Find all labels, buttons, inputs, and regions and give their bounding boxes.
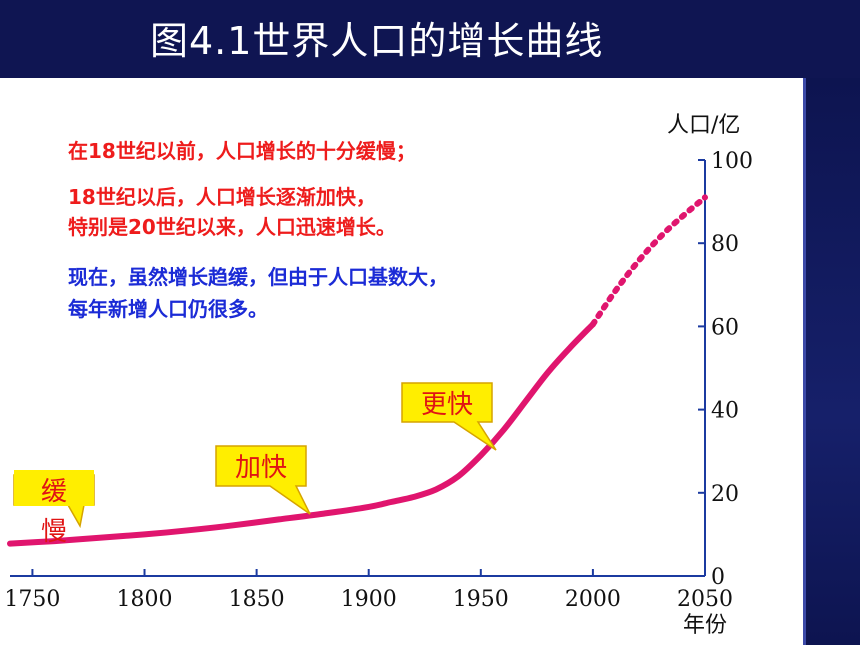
callout-slow-label-2: 慢	[41, 517, 67, 547]
decorative-strip	[803, 78, 860, 645]
x-axis-title: 年份	[683, 613, 727, 638]
callout-even-faster: 更快	[401, 382, 497, 451]
x-tick-label: 1750	[4, 587, 60, 612]
note-line-1: 在18世纪以前，人口增长的十分缓慢；	[68, 139, 416, 163]
note-line-3: 特别是20世纪以来，人口迅速增长。	[68, 215, 396, 239]
callout-faster: 加快	[215, 445, 311, 515]
population-projection-line	[589, 194, 708, 328]
x-tick-label: 1900	[341, 587, 397, 612]
curves	[7, 194, 708, 547]
y-tick-label: 80	[711, 232, 739, 257]
y-axis-title: 人口/亿	[667, 113, 740, 138]
callout-even-faster-label: 更快	[421, 390, 473, 420]
callout-faster-label: 加快	[235, 453, 287, 483]
title-bar: 图4.1世界人口的增长曲线	[0, 0, 860, 78]
y-tick-label: 20	[711, 482, 739, 507]
chart-panel	[0, 78, 803, 645]
population-history-line	[7, 321, 596, 547]
note-line-2: 18世纪以后，人口增长逐渐加快，	[68, 185, 376, 209]
x-tick-label: 2000	[565, 587, 621, 612]
y-tick-label: 0	[711, 565, 725, 590]
x-tick-label: 1800	[117, 587, 173, 612]
note-line-5: 每年新增人口仍很多。	[68, 297, 268, 321]
y-tick-label: 100	[711, 149, 753, 174]
y-tick-label: 60	[711, 315, 739, 340]
y-tick-label: 40	[711, 399, 739, 424]
callout-slow-label-1: 缓	[41, 477, 67, 507]
x-tick-label: 1850	[229, 587, 285, 612]
slide-title: 图4.1世界人口的增长曲线	[150, 19, 604, 63]
callouts: 缓 慢 加快 更快	[13, 382, 497, 547]
note-line-4: 现在，虽然增长趋缓，但由于人口基数大，	[68, 265, 448, 289]
x-tick-label: 2050	[677, 587, 733, 612]
x-tick-label: 1950	[453, 587, 509, 612]
callout-slow: 缓 慢	[13, 470, 95, 547]
